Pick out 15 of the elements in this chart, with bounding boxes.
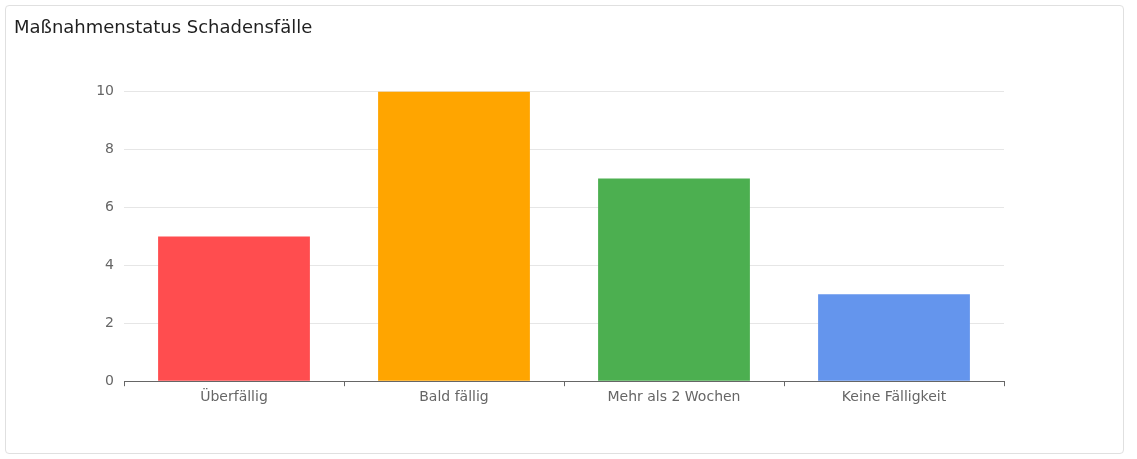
x-tick-label: Überfällig bbox=[200, 387, 268, 405]
y-tick-label: 10 bbox=[96, 82, 114, 99]
bar bbox=[818, 294, 970, 381]
bar bbox=[378, 91, 530, 381]
y-tick-label: 4 bbox=[105, 256, 115, 272]
y-tick-label: 8 bbox=[105, 140, 114, 157]
y-tick-label: 0 bbox=[105, 371, 114, 388]
y-tick-label: 2 bbox=[105, 313, 114, 330]
bar bbox=[158, 236, 310, 381]
x-tick-label: Mehr als 2 Wochen bbox=[607, 388, 741, 405]
x-tick-label: Keine Fälligkeit bbox=[841, 388, 947, 405]
bar bbox=[598, 178, 750, 381]
x-tick-label: Bald fällig bbox=[419, 388, 489, 405]
y-tick-label: 6 bbox=[105, 198, 115, 215]
chart-title: Maßnahmenstatus Schadensfälle bbox=[14, 16, 313, 38]
